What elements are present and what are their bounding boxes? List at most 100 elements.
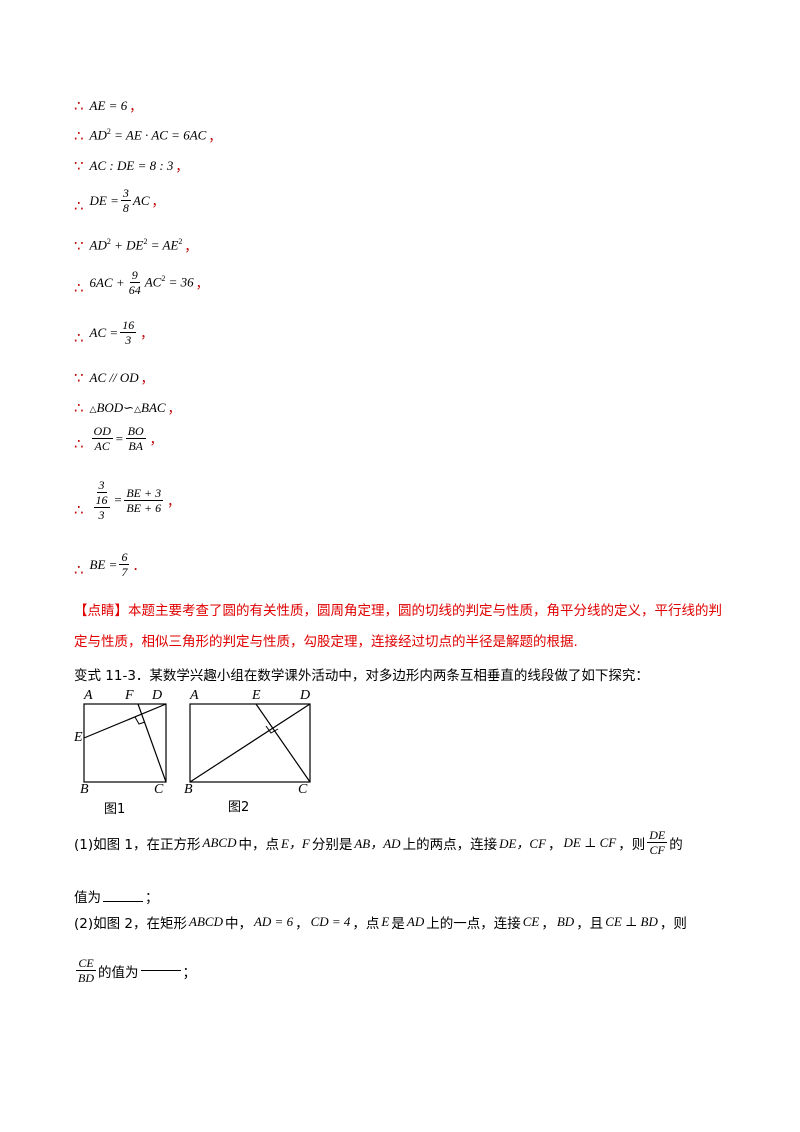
expression: AD2 = AE · AC = 6AC (89, 127, 207, 143)
square-abcd (83, 703, 167, 783)
q2-math: AD (406, 914, 425, 929)
comma: ， (167, 402, 181, 417)
rectangle-abcd (189, 703, 311, 783)
comma: ， (140, 327, 154, 342)
comma: ， (208, 130, 222, 145)
label-a: A (190, 688, 199, 703)
comma: ， (195, 277, 209, 292)
expression: △BOD∽△BAC (89, 399, 166, 415)
q1-text: 的 (669, 836, 683, 853)
because-symbol: ∵ (74, 368, 84, 387)
q1-math: AB，AD (354, 836, 401, 851)
comment-text: 本题主要考查了圆的有关性质，圆周角定理，圆的切线的判定与性质，角平分线的定义，平… (74, 603, 722, 650)
solution-line-12: ∴ BE = 6 7 ． (74, 550, 145, 579)
expression: AD2 + DE2 = AE2 (89, 237, 183, 253)
question-2: (2)如图 2，在矩形 ABCD 中， AD = 6 ， CD = 4 ，点 E… (74, 912, 734, 932)
answer-blank-2[interactable] (140, 970, 181, 971)
label-d: D (152, 688, 163, 703)
segment-bd (189, 703, 311, 783)
q1-math: DE ⊥ CF (563, 834, 617, 850)
answer-blank-1[interactable] (103, 901, 143, 902)
q2-math: BD (556, 914, 575, 929)
because-symbol: ∵ (74, 236, 84, 255)
q2-math: AD = 6 (253, 914, 294, 929)
figure-2 (189, 703, 311, 783)
comment-paragraph: 【点睛】本题主要考查了圆的有关性质，圆周角定理，圆的切线的判定与性质，角平分线的… (74, 596, 734, 658)
right-angle-mark (265, 725, 279, 734)
solution-line-5: ∵ AD2 + DE2 = AE2， (74, 236, 198, 256)
fraction: BO BA (125, 424, 146, 453)
q1-math: ABCD (202, 834, 237, 850)
therefore-symbol: ∴ (74, 96, 84, 115)
expression: 6AC + (89, 274, 125, 290)
solution-line-9: ∴ △BOD∽△BAC， (74, 398, 181, 418)
equals: = (113, 492, 123, 507)
fraction: 3 16 3 (93, 478, 110, 522)
expression: AC = (89, 324, 119, 340)
label-a: A (84, 688, 93, 703)
comma: ， (151, 195, 165, 210)
expression: AC // OD (89, 369, 139, 385)
solution-line-6: ∴ 6AC + 9 64 AC2 = 36， (74, 268, 209, 297)
solution-line-10: ∴ OD AC = BO BA， (74, 424, 163, 453)
q1-text: 上的两点，连接 (402, 836, 498, 853)
solution-line-8: ∵ AC // OD， (74, 368, 154, 388)
q2-text: 中， (224, 916, 252, 932)
therefore-symbol: ∴ (74, 501, 84, 519)
fraction: OD AC (91, 424, 113, 453)
q2-math: ABCD (189, 914, 223, 929)
q1-text: 中，点 (238, 836, 279, 853)
figure-1 (83, 703, 167, 783)
q2-text: ； (182, 964, 197, 981)
segment-cf (137, 703, 167, 783)
q1-text: (1)如图 1，在正方形 (74, 836, 201, 853)
question-1: (1)如图 1，在正方形 ABCD 中，点 E，F 分别是 AB，AD 上的两点… (74, 828, 734, 857)
q2-math: CD = 4 (310, 914, 351, 929)
label-c: C (154, 782, 164, 797)
period: ． (132, 559, 146, 574)
therefore-symbol: ∴ (74, 126, 84, 145)
fraction: BE + 3 BE + 6 (124, 485, 164, 515)
q2-text: 的值为 (98, 964, 139, 981)
segment-de (83, 703, 167, 739)
therefore-symbol: ∴ (74, 196, 84, 215)
solution-line-7: ∴ AC = 16 3， (74, 318, 153, 347)
q2-math: CE ⊥ BD (605, 914, 658, 929)
q1-text: ； (145, 890, 159, 906)
expression-tail: AC (132, 192, 150, 208)
comma: ， (184, 240, 198, 255)
q2-text: ，点 (352, 916, 380, 932)
q2-text: ， (541, 916, 555, 932)
right-angle-mark (134, 716, 146, 725)
question-1-answer-line: 值为 ； (74, 886, 734, 906)
expression: BE = (89, 556, 118, 572)
problem-intro: 变式 11-3．某数学兴趣小组在数学课外活动中，对多边形内两条互相垂直的线段做了… (74, 668, 649, 684)
label-c: C (298, 782, 308, 797)
q2-math: CE (522, 914, 540, 929)
equals: = (114, 430, 124, 446)
comma: ， (149, 433, 163, 448)
label-d: D (300, 688, 311, 703)
figure-2-caption: 图2 (228, 800, 250, 815)
solution-line-3: ∵ AC : DE = 8 : 3， (74, 156, 189, 176)
q2-text: (2)如图 2，在矩形 (74, 916, 188, 932)
comma: ， (167, 494, 181, 510)
q1-text: ，则 (618, 836, 646, 853)
q1-math: DE，CF (499, 836, 547, 851)
fraction: 16 3 (120, 318, 137, 347)
q1-text: 分别是 (311, 836, 353, 853)
fraction: 9 64 (128, 268, 141, 297)
q1-text: 值为 (74, 890, 101, 906)
solution-line-2: ∴ AD2 = AE · AC = 6AC， (74, 126, 222, 146)
solution-line-11: ∴ 3 16 3 = BE + 3 BE + 6， (74, 478, 180, 522)
comma: ， (129, 100, 143, 115)
label-f: F (125, 688, 134, 703)
label-b: B (184, 782, 193, 797)
segment-ce (255, 703, 311, 783)
comma: ， (175, 160, 189, 175)
label-b: B (80, 782, 89, 797)
expression: AE = 6 (89, 97, 128, 113)
q2-text: 是 (391, 916, 405, 932)
